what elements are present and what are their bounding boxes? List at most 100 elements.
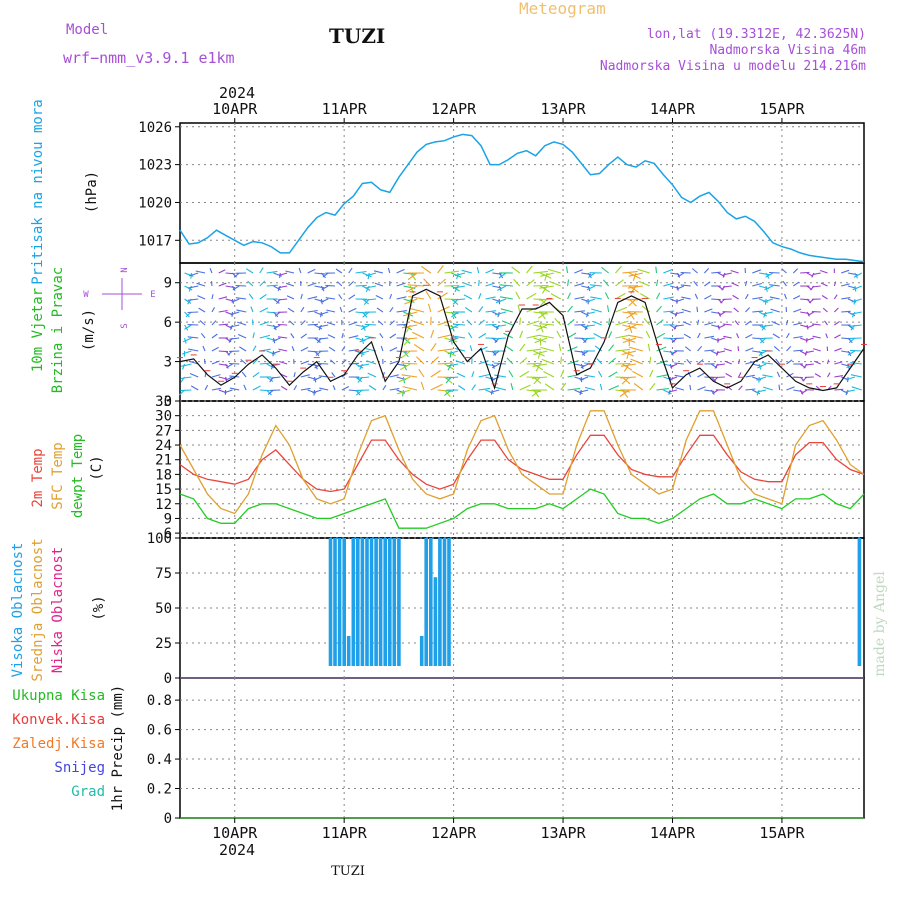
wind-arrow (224, 389, 233, 394)
wind-arrow (252, 385, 261, 391)
wind-arrow (574, 350, 585, 353)
wind-arrow (327, 334, 336, 339)
wind-arrow (319, 387, 329, 391)
wind-arrow (491, 363, 495, 369)
wind-arrow (627, 285, 643, 289)
wind-arrow (541, 358, 555, 365)
wind-arrow (361, 350, 363, 357)
wind-arrow (656, 332, 666, 339)
wind-arrow (826, 359, 830, 365)
wind-arrow (675, 387, 685, 391)
wind-arrow (367, 372, 377, 378)
wind-arrow (758, 298, 769, 303)
wind-arrow (341, 346, 346, 352)
wind-arrow (586, 285, 596, 291)
wind-arrow (513, 278, 521, 287)
wind-arrow (364, 323, 377, 326)
wind-arrow (697, 386, 706, 391)
wind-arrow (533, 350, 548, 356)
wind-arrow (628, 272, 643, 277)
wind-arrow (717, 337, 726, 342)
wind-arrow (533, 284, 549, 287)
wind-arrow (273, 285, 281, 291)
wind-arrow (583, 337, 595, 340)
wind-arrow (519, 357, 528, 365)
wind-arrow (606, 305, 610, 313)
wind-arrow (184, 298, 192, 304)
wind-arrow (277, 298, 288, 301)
wind-arrow (793, 308, 802, 313)
wind-arrow (402, 311, 418, 317)
wind-arrow (539, 285, 555, 289)
wind-arrow (497, 285, 507, 291)
wind-arrow (412, 331, 425, 339)
wind-arrow (538, 298, 554, 301)
wind-arrow (671, 350, 678, 356)
wind-arrow (649, 356, 652, 365)
wind-arrow (278, 272, 288, 276)
wind-arrow (188, 285, 192, 292)
wind-arrow (820, 282, 828, 287)
wind-arrow (537, 311, 548, 319)
wind-arrow (752, 337, 763, 340)
wind-arrow (596, 358, 603, 365)
wind-arrow (844, 389, 855, 393)
wind-arrow (820, 269, 828, 274)
wind-arrow (279, 360, 288, 365)
wind-arrow (549, 280, 561, 287)
location-coords: lon,lat (19.3312E, 42.3625N) (647, 27, 866, 42)
wind-arrow (851, 298, 862, 303)
wind-arrow (674, 374, 684, 378)
wind-arrow (401, 374, 418, 378)
wind-arrow (229, 387, 240, 391)
wind-arrow (841, 283, 850, 287)
wind-arrow (511, 266, 521, 274)
wind-arrow (626, 311, 637, 319)
wind-arrow (229, 324, 233, 331)
cloud-bar (388, 538, 392, 666)
wind-arrow (277, 336, 288, 339)
wind-arrow (504, 344, 514, 352)
compass-east: E (150, 290, 155, 300)
wind-arrow (494, 386, 507, 391)
wind-arrow (286, 295, 295, 300)
wind-arrow (252, 358, 259, 365)
wind-arrow (734, 320, 740, 326)
wind-arrow (368, 385, 377, 391)
pressure-axis-title: Pritisak na nivou mora (30, 99, 46, 284)
wind-arrow (517, 304, 521, 313)
wind-arrow (280, 385, 288, 391)
top-day-label: 15APR (759, 100, 805, 118)
wind-arrow (430, 342, 437, 352)
wind-arrow (387, 267, 391, 274)
wind-arrow (580, 350, 586, 357)
wind-arrow (768, 271, 780, 274)
wind-arrow (478, 332, 487, 339)
wind-arrow (663, 282, 674, 287)
wind-arrow (355, 376, 363, 383)
wind-arrow (560, 369, 565, 378)
wind-arrow (456, 372, 466, 378)
wind-arrow (696, 306, 699, 313)
wind-arrow (325, 284, 336, 287)
wind-arrow (389, 347, 398, 352)
wind-arrow (211, 360, 220, 365)
top-day-label: 13APR (540, 100, 586, 118)
wind-arrow (348, 294, 356, 300)
wind-arrow (786, 386, 795, 391)
wind-arrow (519, 343, 526, 352)
wind-arrow (377, 320, 384, 326)
wind-arrow (683, 333, 691, 339)
wind-arrow (806, 324, 815, 329)
precip-axis-unit: 1hr Precip (mm) (110, 685, 126, 811)
wind-arrow (365, 272, 377, 277)
cloud-bar (383, 538, 387, 666)
wind-arrow (680, 284, 691, 287)
wind-arrow (717, 324, 726, 329)
wind-arrow (732, 294, 739, 300)
wind-arrow (682, 321, 691, 326)
wind-arrow (591, 308, 602, 313)
wind-arrow (314, 311, 324, 316)
wind-arrow (669, 376, 678, 381)
top-day-label: 10APR (212, 100, 258, 118)
